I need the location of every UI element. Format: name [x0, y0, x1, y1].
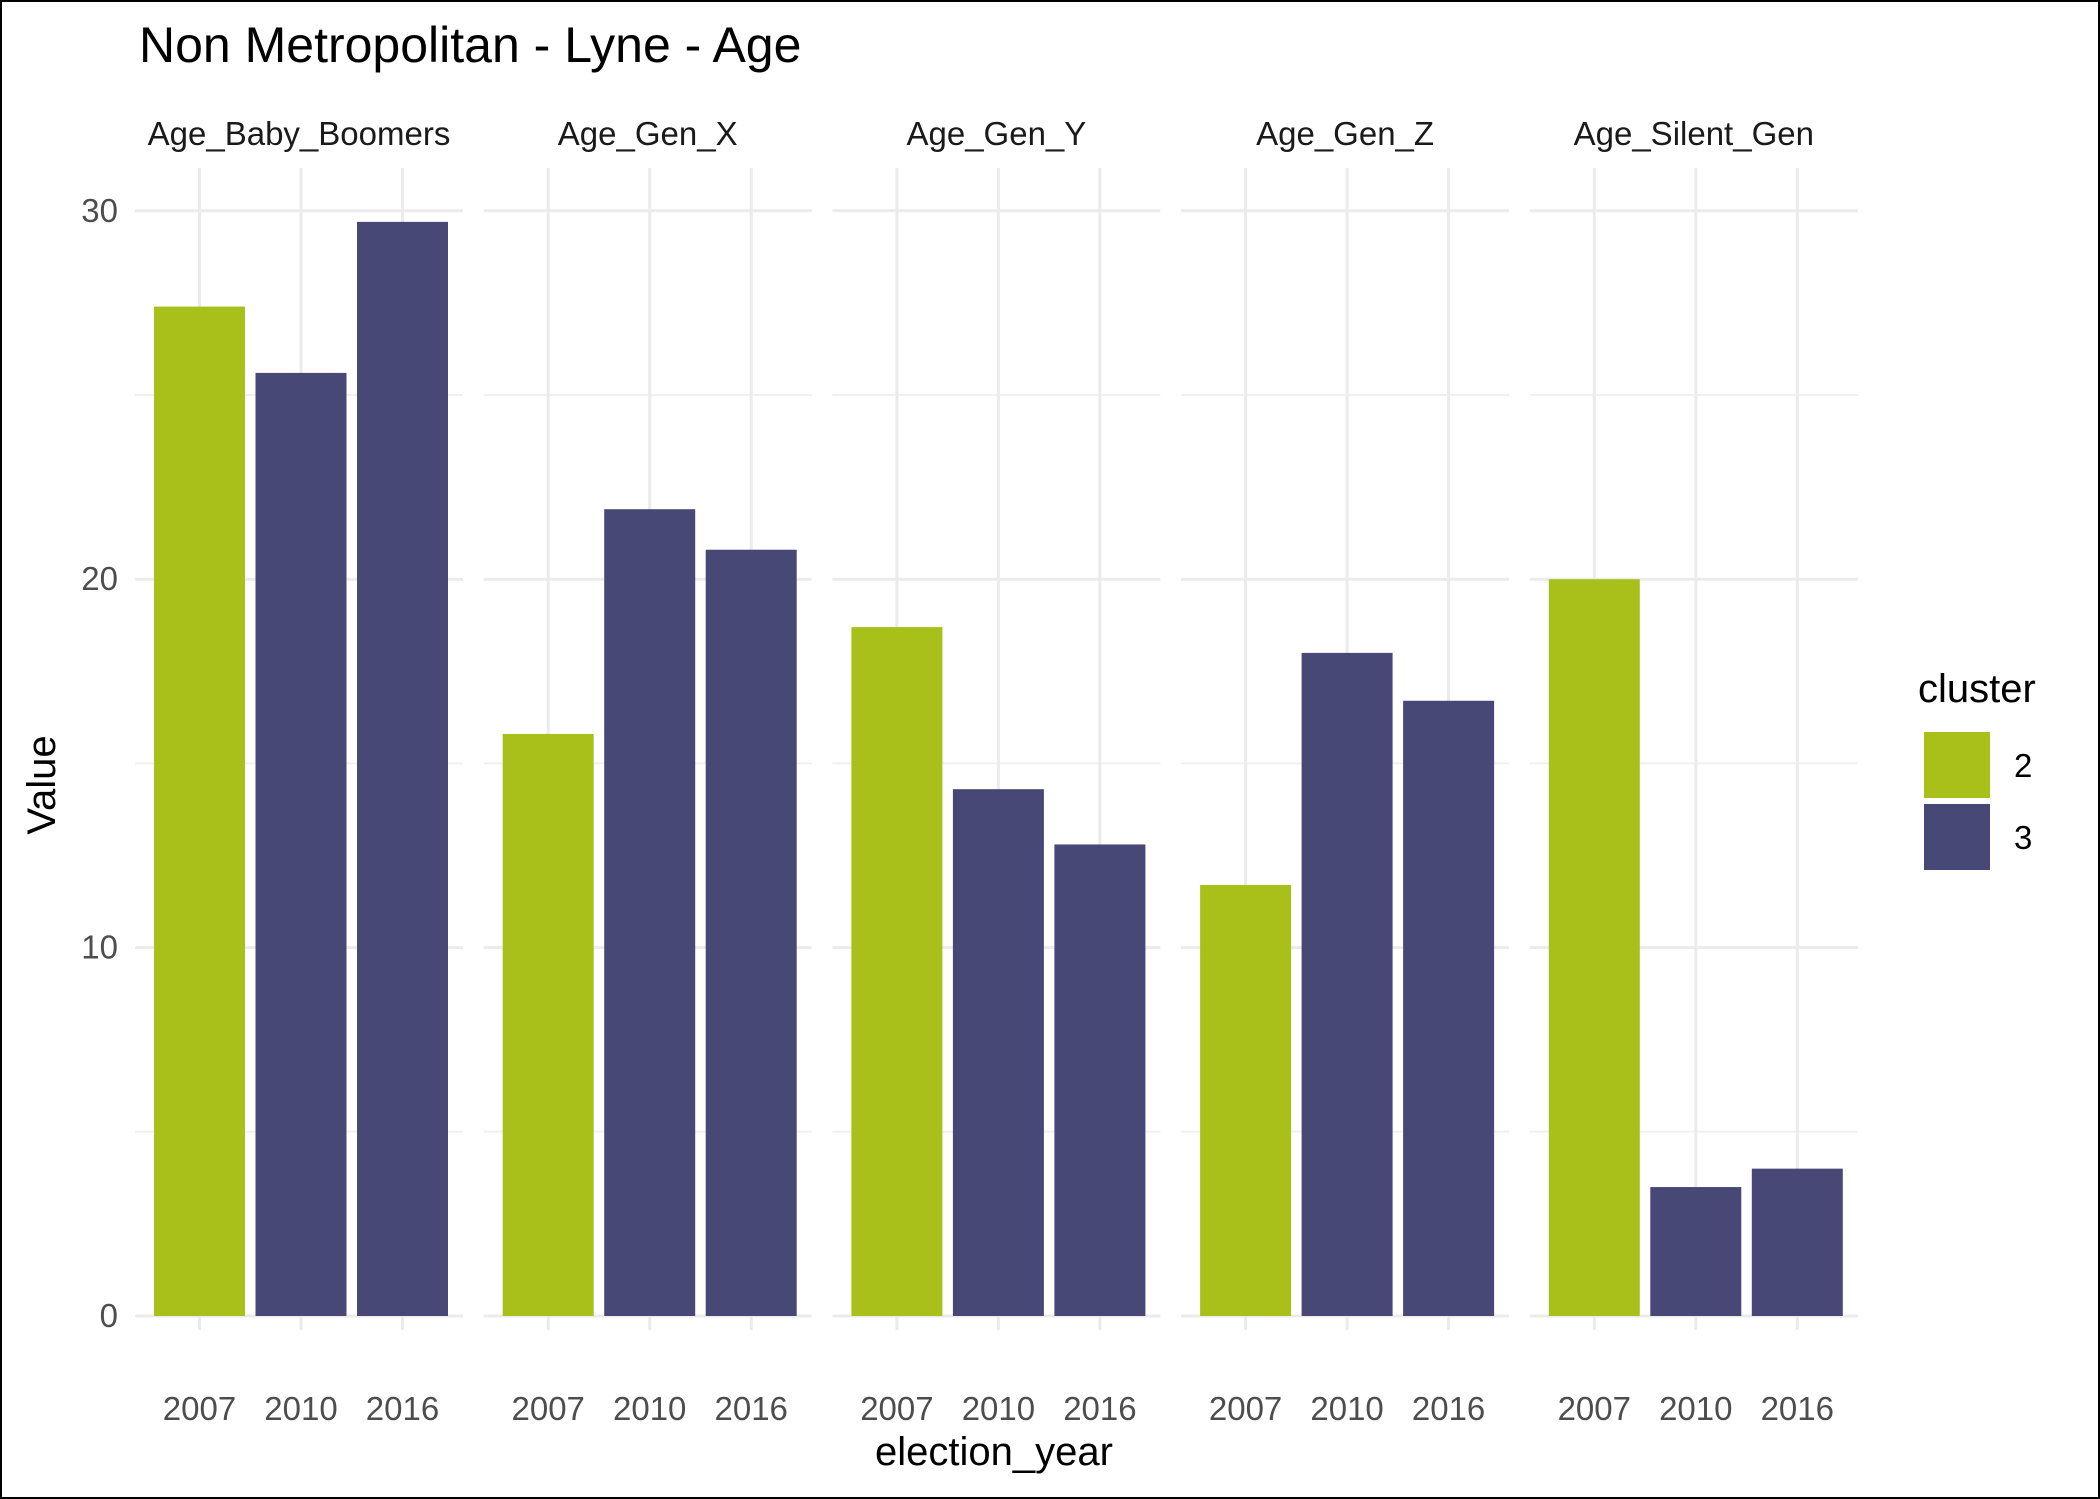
facet-label: Age_Baby_Boomers [148, 115, 451, 152]
legend: cluster 23 [1918, 667, 2036, 870]
legend-swatch [1924, 804, 1990, 870]
x-tick-label: 2007 [511, 1390, 584, 1427]
bar [851, 627, 943, 1316]
facet-panel: Age_Gen_X 2007 2010 2016 [483, 115, 812, 1427]
x-tick-label: 2010 [1310, 1390, 1383, 1427]
y-tick-label: 30 [81, 192, 118, 229]
facet-panel: Age_Baby_Boomers 2007 2010 2016 [135, 115, 463, 1427]
bar [1650, 1187, 1742, 1316]
facet-label: Age_Silent_Gen [1574, 115, 1814, 152]
x-tick-label: 2007 [860, 1390, 933, 1427]
legend-title: cluster [1918, 667, 2036, 711]
legend-label: 3 [2014, 819, 2032, 856]
bar [357, 221, 448, 1316]
legend-items: 23 [1924, 732, 2032, 870]
x-tick-label: 2007 [1558, 1390, 1631, 1427]
facet-panel: Age_Silent_Gen 2007 2010 2016 [1529, 115, 1858, 1427]
x-axis-title: election_year [875, 1430, 1113, 1474]
x-tick-label: 2016 [1761, 1390, 1834, 1427]
x-tick-label: 2010 [962, 1390, 1035, 1427]
facet-panel: Age_Gen_Y 2007 2010 2016 [832, 115, 1161, 1427]
legend-label: 2 [2014, 747, 2032, 784]
legend-swatch [1924, 732, 1990, 798]
y-axis: 0 10 20 30 [81, 192, 118, 1334]
bar [705, 549, 797, 1316]
bar [255, 372, 347, 1316]
chart-title: Non Metropolitan - Lyne - Age [139, 17, 801, 73]
facet-panel: Age_Gen_Z 2007 2010 2016 [1181, 115, 1510, 1427]
bar [1301, 652, 1393, 1316]
bar [1200, 884, 1292, 1316]
x-tick-label: 2016 [1412, 1390, 1485, 1427]
y-tick-label: 20 [81, 560, 118, 597]
x-tick-label: 2016 [1063, 1390, 1136, 1427]
y-tick-label: 10 [81, 929, 118, 966]
bar [1054, 844, 1146, 1316]
x-tick-label: 2010 [613, 1390, 686, 1427]
x-tick-label: 2016 [366, 1390, 439, 1427]
x-tick-label: 2010 [1659, 1390, 1732, 1427]
bar [502, 733, 594, 1316]
bar [1403, 700, 1495, 1316]
x-tick-label: 2007 [1209, 1390, 1282, 1427]
x-tick-label: 2016 [714, 1390, 787, 1427]
y-axis-title: Value [20, 735, 64, 834]
bar [952, 789, 1044, 1316]
y-tick-label: 0 [100, 1297, 118, 1334]
bar [604, 509, 696, 1317]
bar [1751, 1168, 1843, 1316]
facet-label: Age_Gen_X [558, 115, 738, 152]
bar [1548, 579, 1640, 1316]
facet-label: Age_Gen_Z [1256, 115, 1434, 152]
facet-label: Age_Gen_Y [906, 115, 1086, 152]
bar [154, 306, 245, 1317]
x-tick-label: 2007 [163, 1390, 236, 1427]
x-tick-label: 2010 [264, 1390, 337, 1427]
